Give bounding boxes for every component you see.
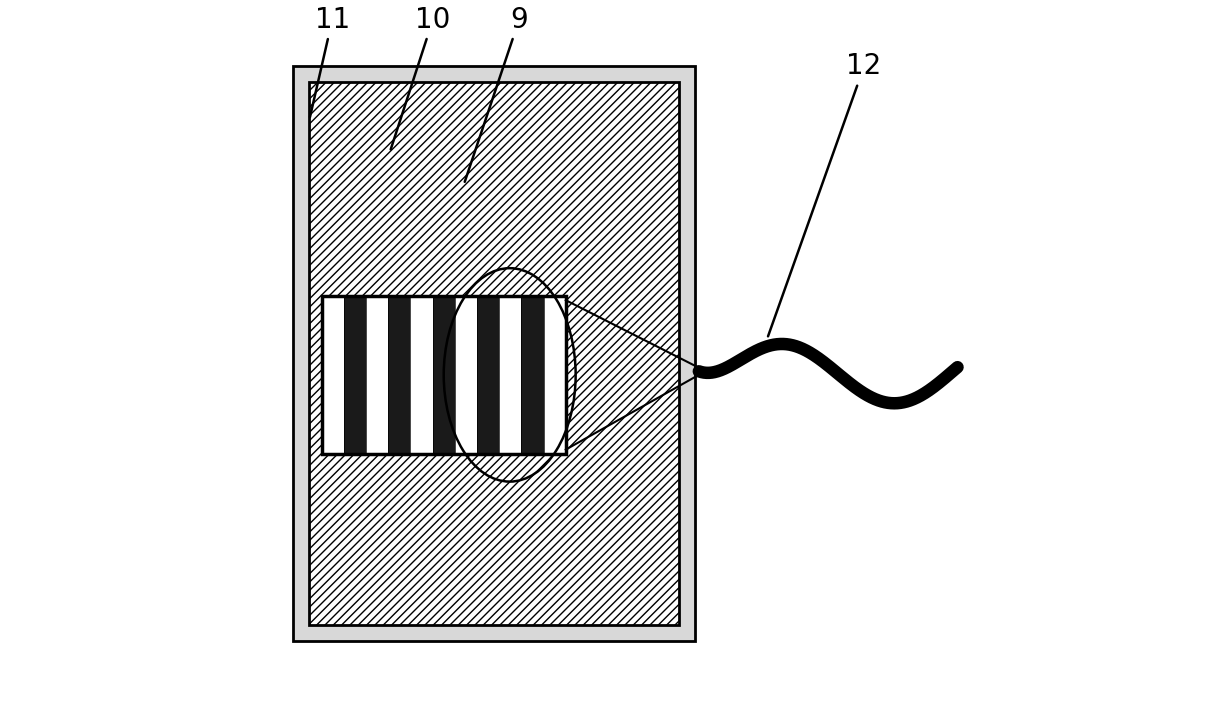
Bar [499,296,521,454]
Bar [365,296,389,454]
Bar [432,296,454,454]
Bar [389,296,410,454]
Text: 12: 12 [769,52,882,337]
Text: 9: 9 [465,6,529,182]
Text: 11: 11 [309,6,350,117]
Bar [521,296,543,454]
Bar [410,296,432,454]
Bar [308,81,680,625]
Bar [322,296,566,454]
Bar [292,66,695,640]
Bar [543,296,566,454]
Text: 10: 10 [391,6,451,150]
Bar [322,296,566,454]
Bar [322,296,343,454]
Bar [343,296,365,454]
Bar [477,296,499,454]
Bar [454,296,477,454]
